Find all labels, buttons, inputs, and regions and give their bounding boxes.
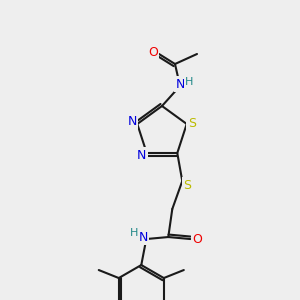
Text: O: O xyxy=(148,46,158,59)
Text: N: N xyxy=(175,77,185,91)
Text: N: N xyxy=(139,230,148,244)
Text: H: H xyxy=(185,77,193,87)
Text: S: S xyxy=(188,118,196,130)
Text: H: H xyxy=(130,228,139,238)
Text: N: N xyxy=(128,116,137,128)
Text: S: S xyxy=(183,178,191,191)
Text: N: N xyxy=(137,148,146,161)
Text: O: O xyxy=(192,232,202,245)
